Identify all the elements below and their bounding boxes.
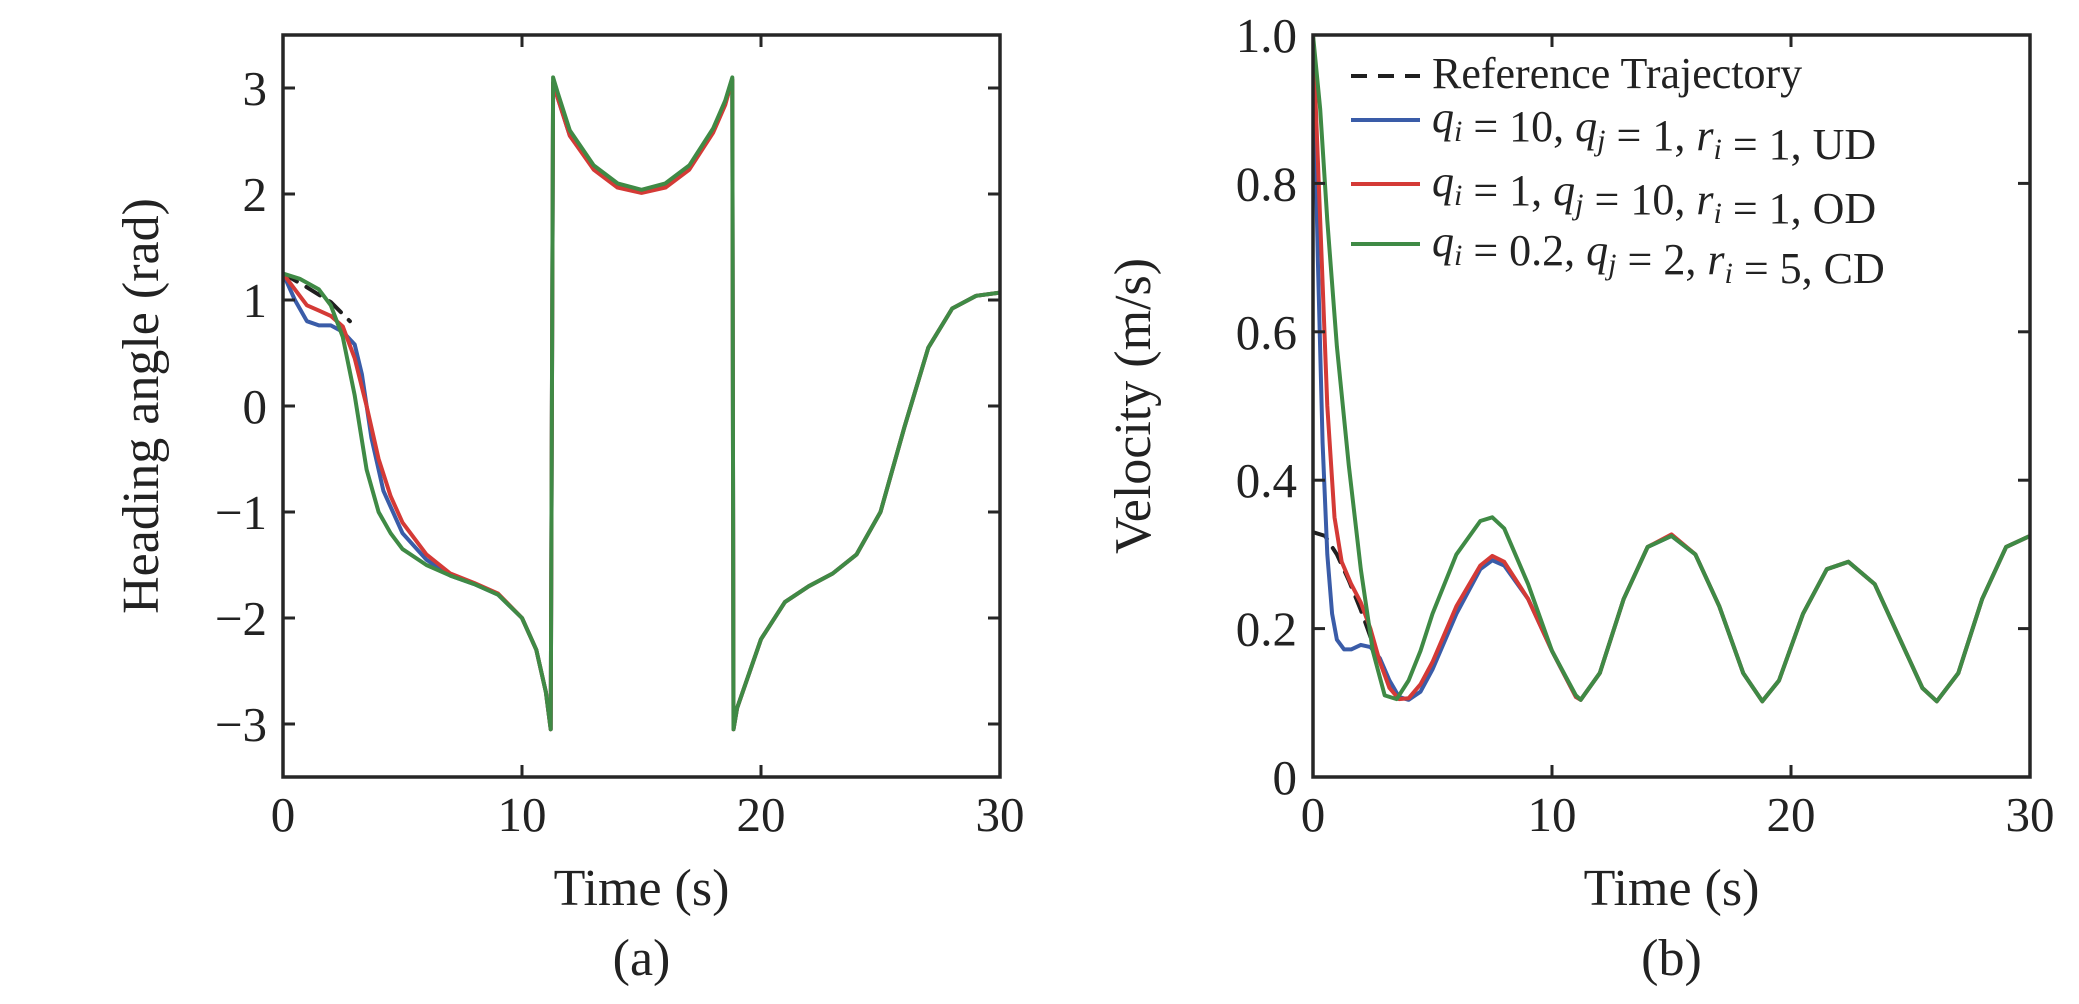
panel-label: (a): [613, 930, 671, 987]
legend-entry-2: qi = 1, qj = 10, ri = 1, OD: [1432, 157, 1876, 233]
plot-frame: [1311, 33, 2032, 779]
y-tick-label: 0.6: [1236, 305, 1297, 360]
x-tick-label: 10: [1528, 787, 1577, 842]
y-tick-label: 0.4: [1236, 453, 1297, 508]
x-tick-label: 0: [1301, 787, 1326, 842]
series-line-1: [283, 77, 1000, 732]
series-line-3: [283, 75, 1000, 732]
y-tick-label: −2: [215, 591, 267, 646]
y-tick-label: 0.8: [1236, 156, 1297, 211]
series-line-2: [283, 77, 1000, 732]
plot-frame: [281, 33, 1002, 779]
x-axis-label: Time (s): [1584, 860, 1760, 917]
y-tick-label: −3: [215, 697, 267, 752]
x-tick-label: 20: [1767, 787, 1816, 842]
legend-entry-1: qi = 10, qj = 1, ri = 1, UD: [1432, 93, 1876, 169]
y-axis-label: Heading angle (rad): [113, 198, 170, 614]
panel-label: (b): [1641, 930, 1702, 987]
y-tick-label: 2: [243, 167, 268, 222]
series-group: [283, 75, 1000, 732]
y-axis-label: Velocity (m/s): [1105, 258, 1162, 554]
x-tick-label: 30: [976, 787, 1025, 842]
series-line-0: [283, 271, 352, 324]
x-tick-label: 0: [271, 787, 296, 842]
panel-a: 0 10 20 30 −3 −2 −1 0 1 2 3 Time (s) Heading angle (…: [113, 33, 1025, 987]
legend-entry-3: qi = 0.2, qj = 2, ri = 5, CD: [1432, 217, 1885, 293]
y-tick-label: 3: [243, 61, 268, 116]
panel-b: 0 10 20 30 0 0.2 0.4 0.6 0.8 1.0 Time (s) Velocity …: [1105, 8, 2055, 987]
x-tick-label: 10: [498, 787, 547, 842]
legend-entry-0: Reference Trajectory: [1432, 49, 1802, 98]
x-axis-label: Time (s): [554, 860, 730, 917]
y-tick-label: 0: [243, 379, 268, 434]
y-tick-label: −1: [215, 485, 267, 540]
x-tick-label: 20: [737, 787, 786, 842]
y-tick-label: 0: [1273, 750, 1298, 805]
y-tick-label: 1.0: [1236, 8, 1297, 63]
y-tick-label: 1: [243, 273, 268, 328]
series-group: [1313, 35, 2030, 704]
y-tick-label: 0.2: [1236, 602, 1297, 657]
series-line-3: [1313, 35, 2030, 704]
x-tick-label: 30: [2006, 787, 2055, 842]
